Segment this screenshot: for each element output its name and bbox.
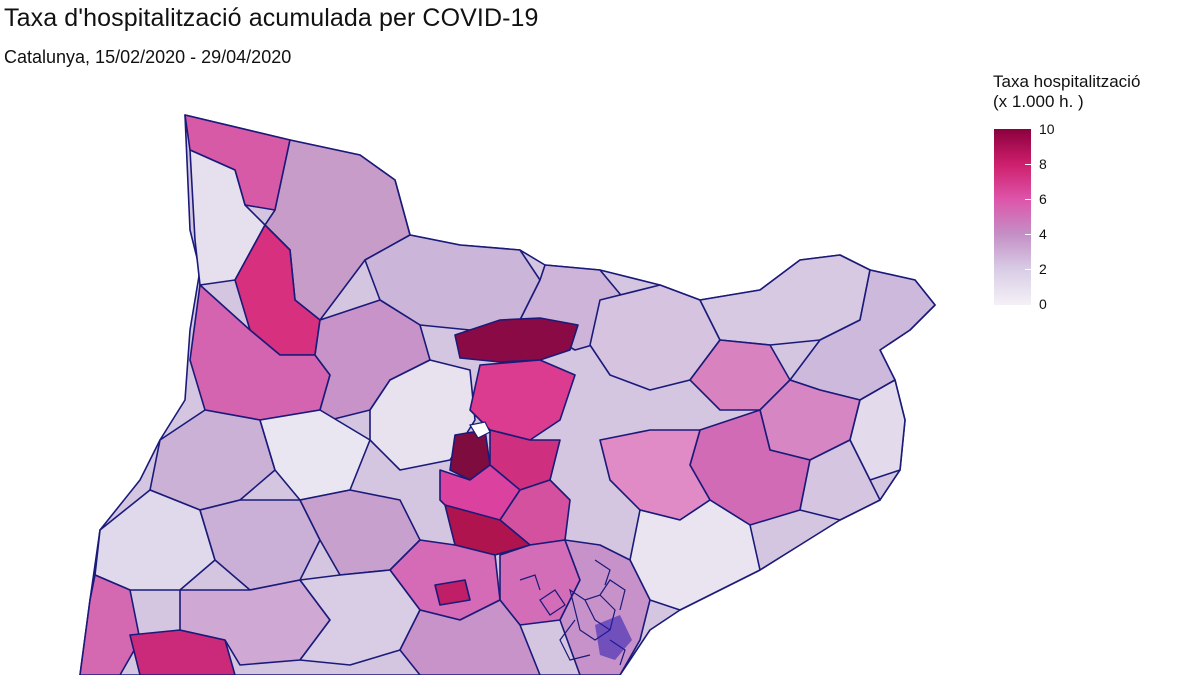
region-segarra: [369, 359, 476, 471]
legend-tick-mark: [1025, 164, 1031, 165]
region-bages: [469, 359, 576, 441]
legend: Taxa hospitalització (x 1.000 h. ) 10 8 …: [993, 72, 1200, 311]
legend-tick-label: 0: [1039, 296, 1047, 312]
legend-title-line2: (x 1.000 h. ): [993, 92, 1084, 111]
chart-subtitle: Catalunya, 15/02/2020 - 29/04/2020: [4, 47, 292, 67]
region-priorat: [129, 629, 236, 675]
legend-tick-label: 10: [1039, 121, 1055, 137]
legend-tick-mark: [1025, 234, 1031, 235]
region-ebre-west: [79, 574, 141, 675]
region-garrigues: [199, 499, 321, 591]
legend-tick-label: 8: [1039, 156, 1047, 172]
chart-title: Taxa d'hospitalització acumulada per COV…: [4, 4, 539, 32]
legend-tick-mark: [1025, 269, 1031, 270]
legend-tick-label: 4: [1039, 226, 1047, 242]
enclave-marker: [469, 421, 491, 439]
legend-colorbar: [994, 129, 1031, 305]
legend-tick-label: 2: [1039, 261, 1047, 277]
legend-title-line1: Taxa hospitalització: [993, 72, 1141, 91]
barcelona-dense-area: [595, 615, 632, 660]
legend-tick-label: 6: [1039, 191, 1047, 207]
region-bergueda: [454, 317, 579, 363]
legend-tick-mark: [1025, 199, 1031, 200]
region-camp: [399, 599, 541, 675]
region-alt-camp-dark: [434, 579, 471, 606]
region-la-selva-south: [799, 439, 881, 521]
